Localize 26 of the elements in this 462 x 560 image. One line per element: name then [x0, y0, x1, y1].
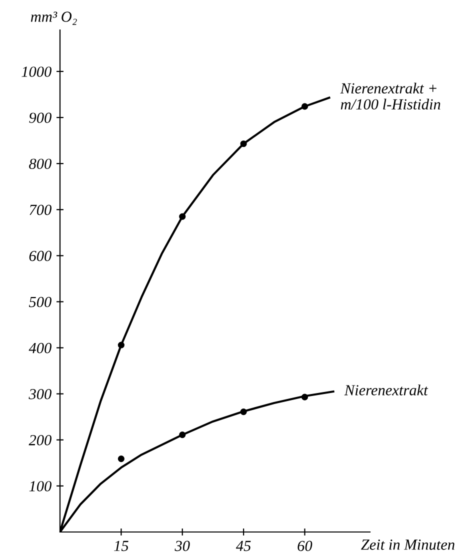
x-tick-label: 15 [114, 540, 128, 552]
y-tick-label: 600 [29, 250, 52, 262]
series-label: Nierenextrakt [344, 384, 428, 396]
point [118, 455, 124, 462]
point [240, 408, 247, 416]
point [301, 103, 308, 110]
y-tick-label: 100 [29, 481, 52, 492]
y-axis-title: mm³ O₂ [30, 12, 77, 25]
y-tick-label: 700 [30, 204, 52, 216]
point [118, 342, 124, 348]
point [301, 394, 308, 400]
x-tick-label: 30 [174, 540, 190, 552]
x-axis-title: Zeit in Minuten [361, 540, 454, 550]
y-tick-label: 200 [28, 435, 52, 446]
y-tick-label: 900 [29, 112, 52, 123]
series-label: Nierenextrakt + m/100 l-Histidin [340, 82, 440, 110]
y-tick-label: 800 [29, 158, 52, 170]
y-tick-label: 500 [28, 296, 52, 308]
y-tick-label: 300 [28, 388, 52, 400]
x-tick-label: 45 [236, 540, 251, 552]
x-tick-label: 60 [298, 540, 312, 552]
y-tick-label: 400 [28, 342, 52, 354]
point [179, 213, 186, 220]
point [240, 140, 247, 148]
point [179, 432, 186, 438]
y-tick-label: 1000 [22, 66, 52, 77]
